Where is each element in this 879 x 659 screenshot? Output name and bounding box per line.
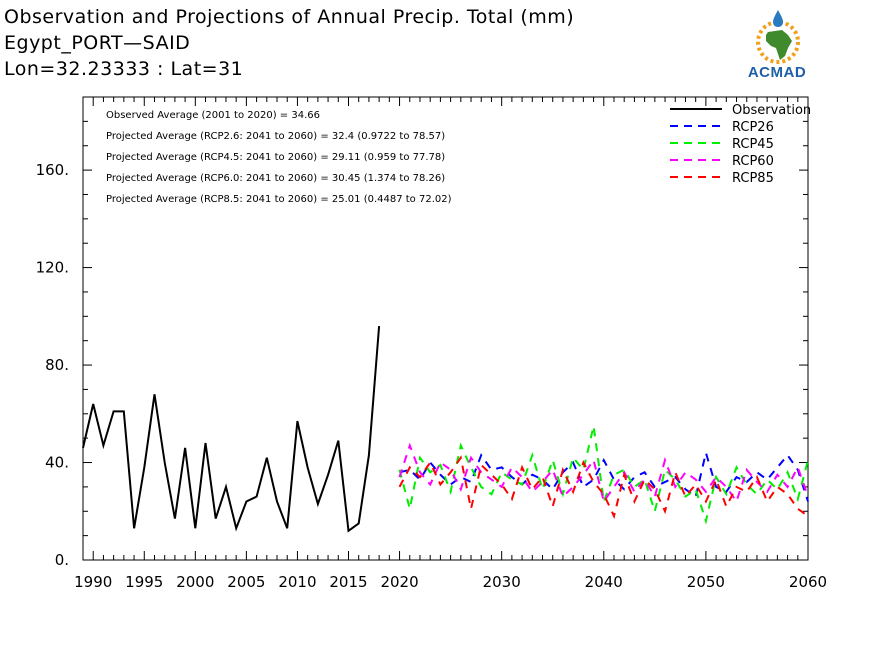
- x-tick-label: 2050: [687, 573, 725, 591]
- legend-label-rcp45: RCP45: [732, 137, 774, 152]
- stats-annotation: Projected Average (RCP6.0: 2041 to 2060)…: [106, 173, 445, 184]
- series-line-rcp26: [399, 448, 809, 502]
- stats-annotation: Projected Average (RCP2.6: 2041 to 2060)…: [106, 131, 445, 142]
- x-tick-label: 2060: [789, 573, 827, 591]
- series-line-rcp45: [398, 425, 809, 525]
- y-tick-label: 120.: [36, 259, 69, 277]
- x-tick-label: 2015: [329, 573, 367, 591]
- legend-label-rcp26: RCP26: [732, 120, 774, 135]
- chart-title-line-2: Egypt_PORT—SAID: [4, 32, 191, 54]
- y-tick-label: 80.: [45, 356, 69, 374]
- legend-label-rcp60: RCP60: [732, 154, 774, 169]
- series-line-observation: [82, 326, 381, 533]
- x-tick-label: 2030: [483, 573, 521, 591]
- series-line-rcp85: [398, 455, 809, 520]
- legend-label-rcp85: RCP85: [732, 171, 774, 186]
- stats-annotation: Observed Average (2001 to 2020) = 34.66: [106, 110, 320, 121]
- x-tick-label: 2040: [585, 573, 623, 591]
- africa-raindrop-logo-icon: [756, 10, 800, 64]
- stats-annotation: Projected Average (RCP8.5: 2041 to 2060)…: [106, 194, 452, 205]
- y-tick-label: 160.: [36, 161, 69, 179]
- chart-title-line-1: Observation and Projections of Annual Pr…: [4, 6, 575, 28]
- stats-annotation: Projected Average (RCP4.5: 2041 to 2060)…: [106, 152, 445, 163]
- x-tick-label: 1995: [125, 573, 163, 591]
- y-tick-label: 0.: [55, 551, 69, 569]
- acmad-logo-text: ACMAD: [747, 64, 807, 81]
- chart-title-line-3: Lon=32.23333 : Lat=31: [4, 58, 244, 80]
- x-tick-label: 1990: [74, 573, 112, 591]
- x-tick-label: 2000: [176, 573, 214, 591]
- series-line-rcp60: [398, 442, 809, 504]
- x-tick-label: 2005: [227, 573, 265, 591]
- plot-frame: [82, 96, 809, 561]
- x-tick-label: 2020: [380, 573, 418, 591]
- x-tick-label: 2010: [278, 573, 316, 591]
- y-tick-label: 40.: [45, 454, 69, 472]
- legend-label-observation: Observation: [732, 103, 811, 118]
